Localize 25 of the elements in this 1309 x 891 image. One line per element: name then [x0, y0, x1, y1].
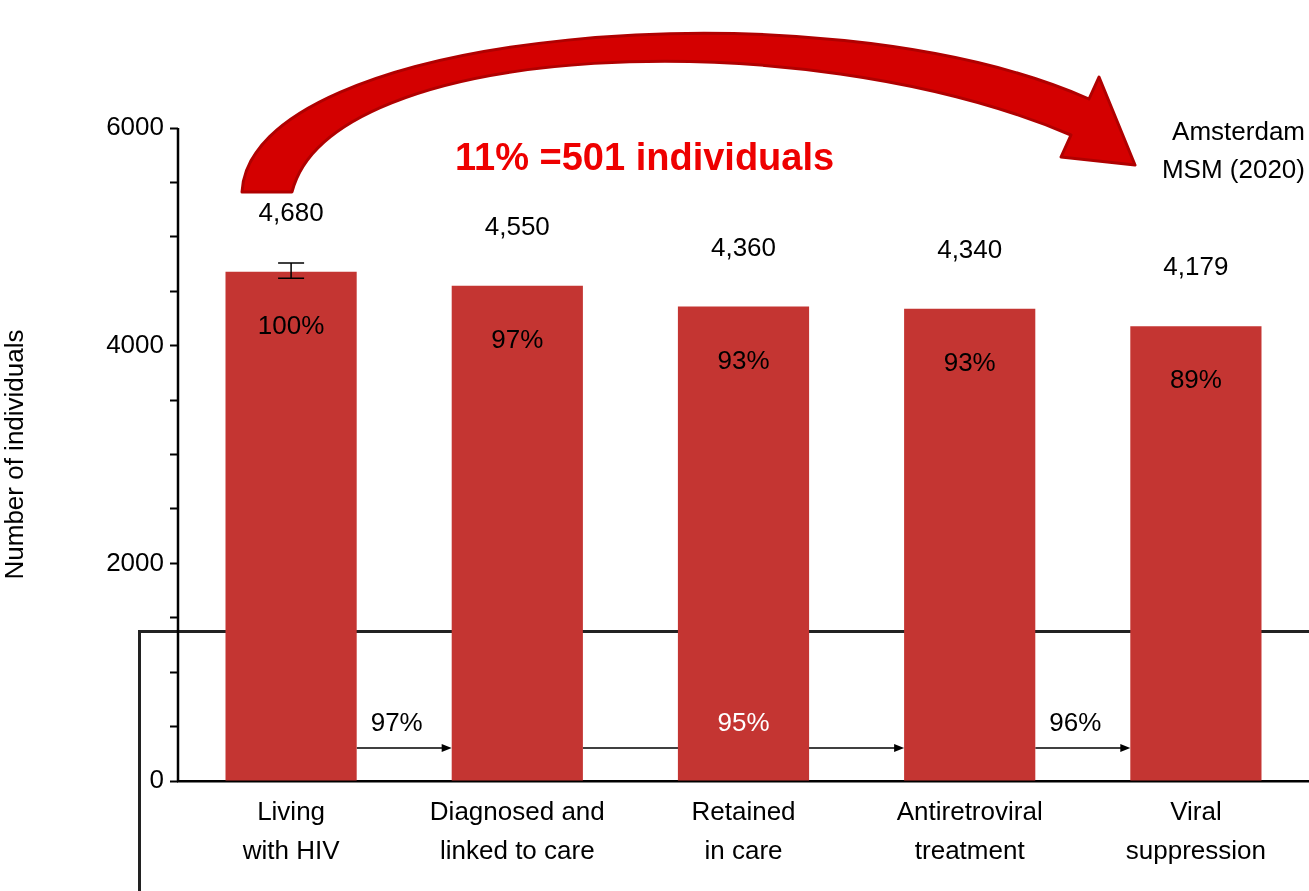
annotation: 100% [257, 309, 325, 340]
annotation: 89% [1169, 364, 1222, 395]
annotation: 97% [370, 707, 423, 738]
x-tick-label: Antiretroviral treatment [896, 795, 1043, 865]
data-label: 4,360 [710, 231, 777, 262]
annotation: 96% [1049, 707, 1102, 738]
y-tick-label: 4000 [106, 328, 164, 359]
data-label: 4,680 [258, 196, 324, 227]
x-tick-label: Viral suppression [1125, 795, 1266, 865]
annotation: 93% [943, 346, 996, 377]
annotation: 93% [717, 344, 770, 375]
annotation: 11% =501 individuals [455, 136, 835, 179]
y-axis-title: Number of individuals [0, 329, 29, 580]
y-tick-label: 2000 [106, 546, 164, 577]
annotation: Amsterdam MSM (2020) [1161, 116, 1305, 185]
data-label: 4,179 [1163, 251, 1229, 282]
data-label: 4,340 [937, 233, 1003, 264]
x-tick-label: Living with HIV [241, 795, 341, 865]
y-tick-label: 0 [149, 764, 164, 795]
x-tick-label: Diagnosed and linked to care [429, 795, 605, 865]
x-tick-label: Retained in care [691, 795, 796, 865]
annotation: 95% [717, 707, 770, 738]
y-tick-label: 6000 [106, 111, 164, 142]
annotation: 97% [491, 323, 544, 354]
data-label: 4,550 [484, 210, 550, 241]
